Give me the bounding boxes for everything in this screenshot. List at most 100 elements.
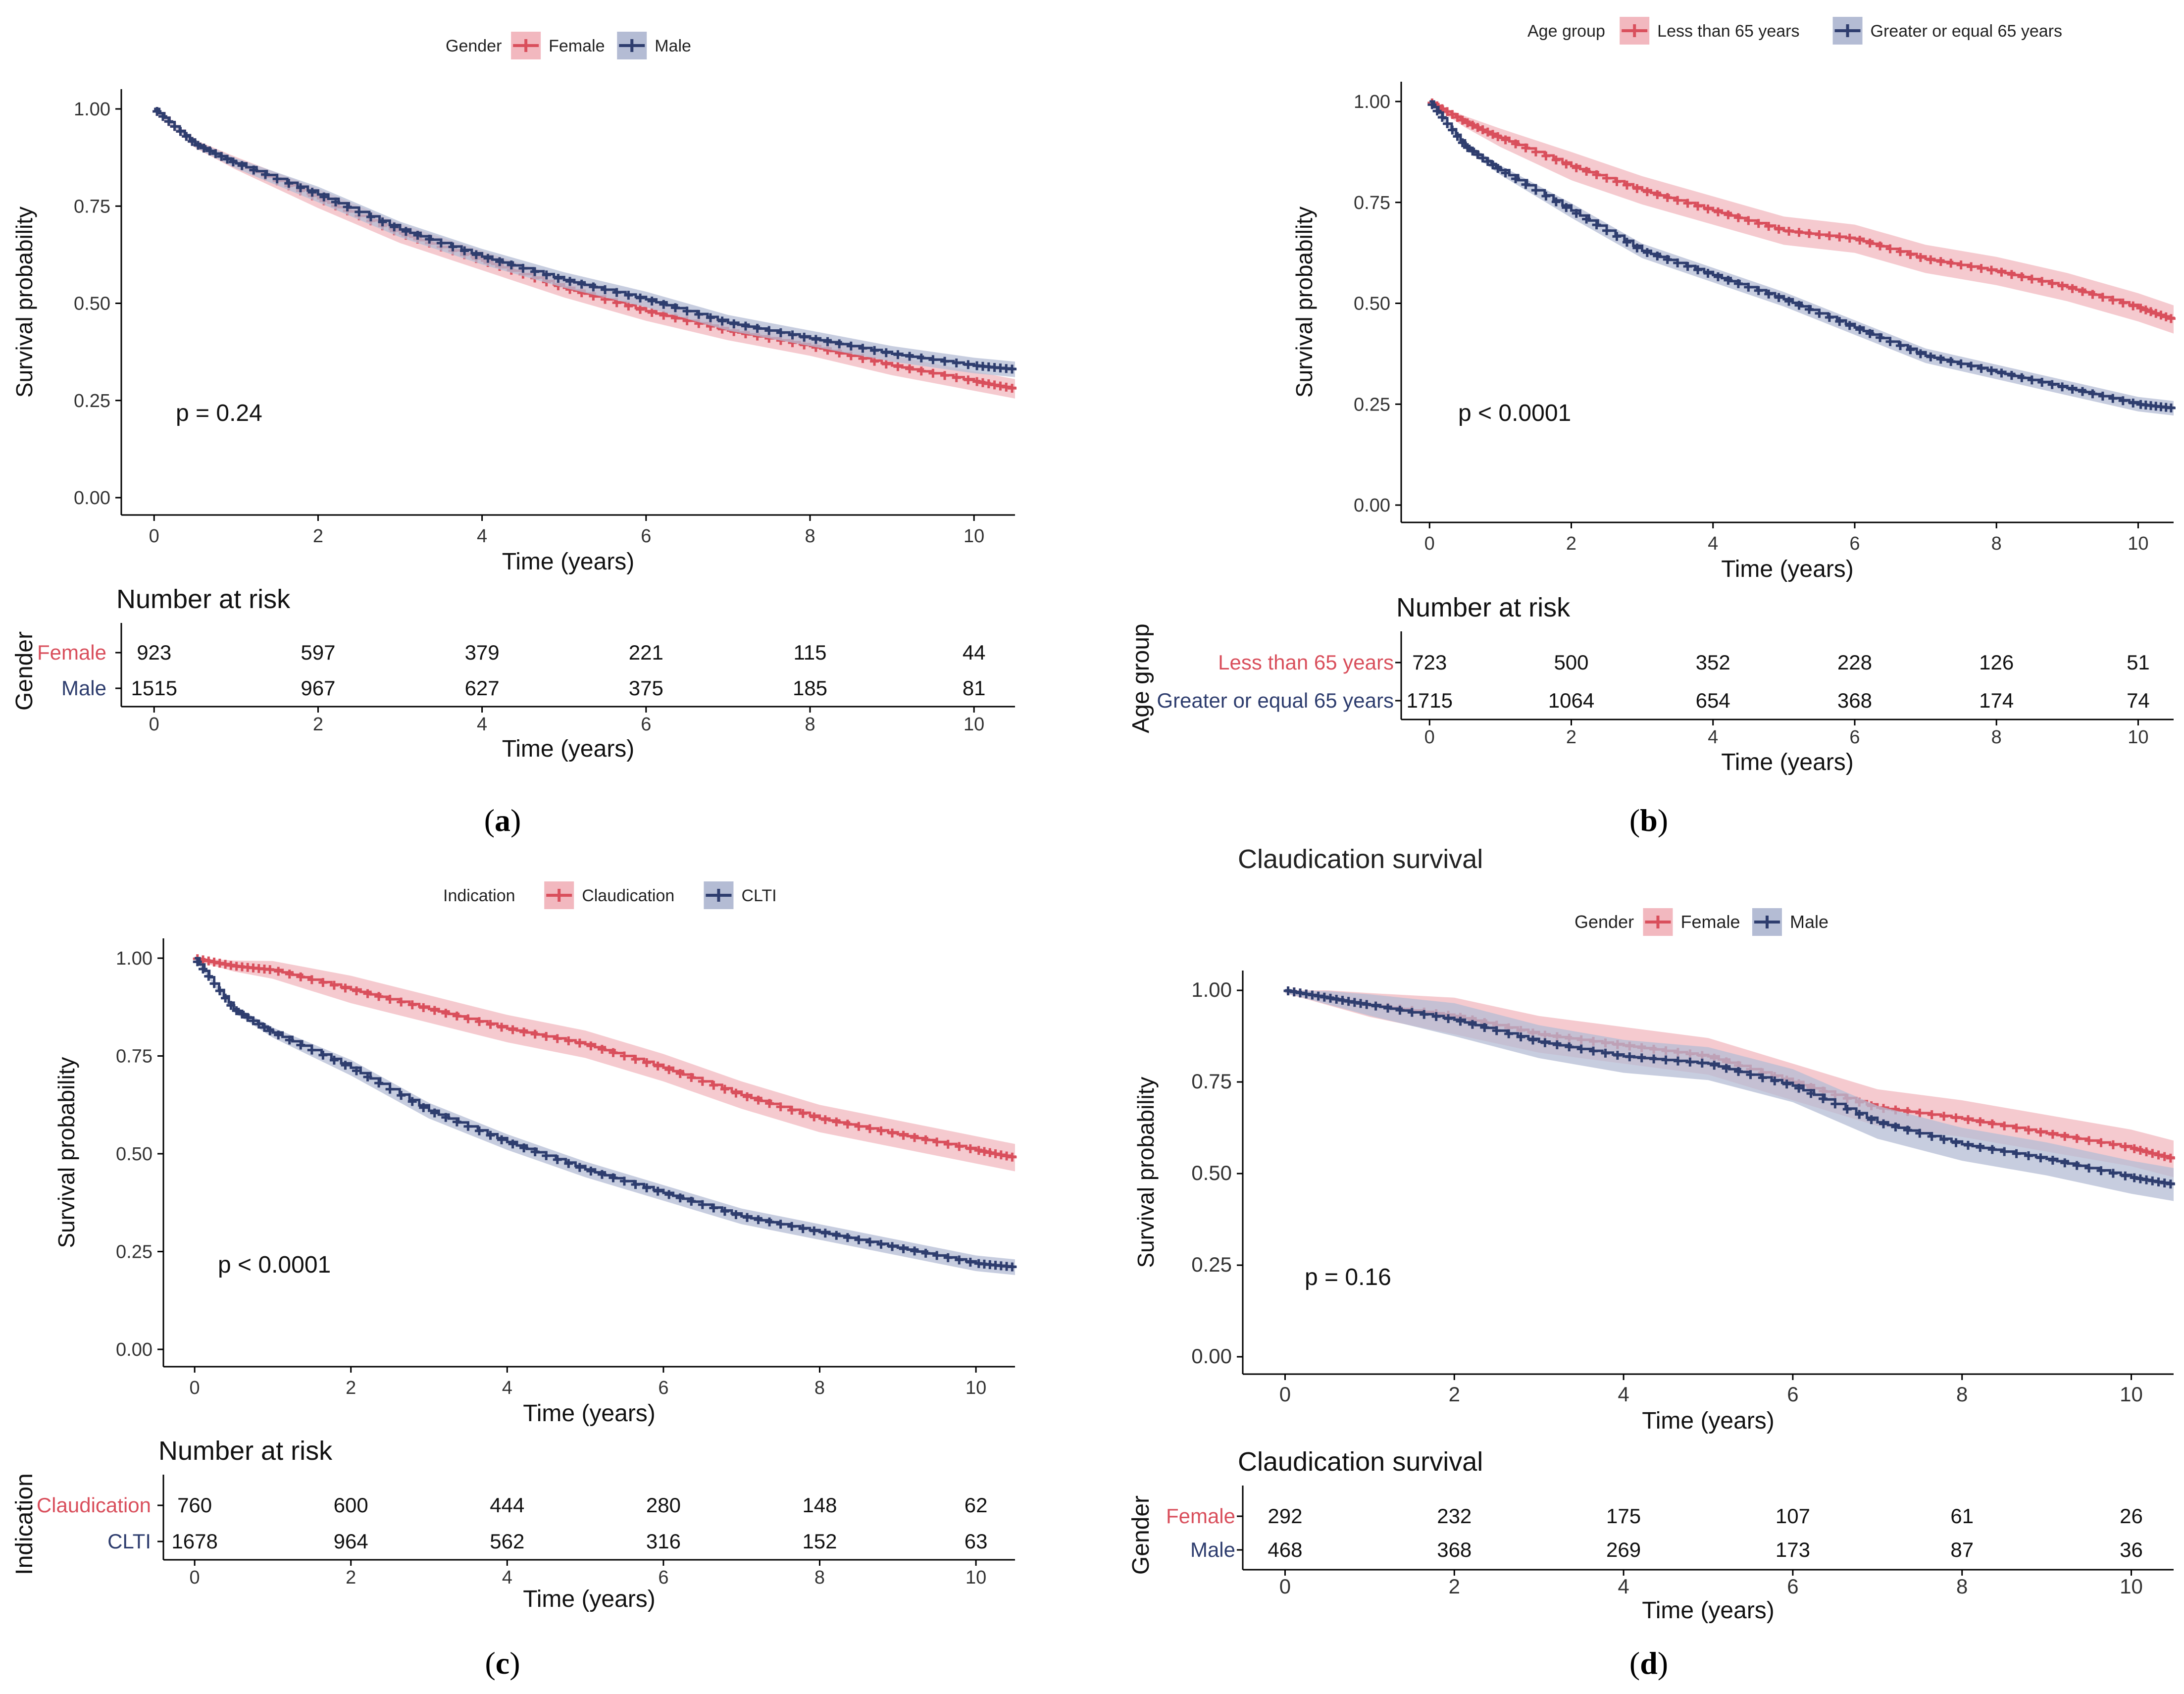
panel-label-close: ) xyxy=(510,803,521,838)
risk-count: 115 xyxy=(794,641,827,664)
risk-count: 1715 xyxy=(1407,689,1453,712)
legend-label-male: Male xyxy=(1790,912,1828,932)
risk-x-tick-label: 0 xyxy=(1279,1575,1291,1598)
risk-x-tick-label: 2 xyxy=(313,714,323,735)
risk-count: 375 xyxy=(629,676,663,700)
main-axes: 0.00 0.25 0.50 0.75 1.00 0 2 4 6 8 10 Time (years) S… xyxy=(11,89,1015,575)
y-tick-label: 0.00 xyxy=(74,488,110,509)
x-tick-label: 6 xyxy=(658,1378,668,1398)
x-tick-label: 4 xyxy=(477,526,487,547)
risk-count: 379 xyxy=(465,641,500,664)
risk-count: 61 xyxy=(1950,1504,1974,1528)
risk-x-tick-label: 10 xyxy=(964,714,984,735)
risk-x-tick-label: 2 xyxy=(1566,727,1576,748)
risk-row-label-greater-or-equal-65-years: Greater or equal 65 years xyxy=(1157,689,1394,712)
panel-label: (d) xyxy=(1629,1645,1668,1681)
risk-count: 26 xyxy=(2120,1504,2143,1528)
risk-row-label-less-than-65-years: Less than 65 years xyxy=(1218,651,1394,674)
risk-row-label-male: Male xyxy=(1190,1538,1235,1561)
risk-x-axis-label: Time (years) xyxy=(502,736,635,762)
risk-x-tick-label: 8 xyxy=(805,714,815,735)
risk-table: Claudication survival Female 292 232 175 107 6… xyxy=(1128,1447,2174,1624)
panel-c: Indication Claudication CLTI0.000.250.500.… xyxy=(11,881,1017,1681)
legend-label-male: Male xyxy=(655,37,691,55)
y-axis-label: Survival probability xyxy=(1291,206,1317,398)
x-tick-label: 6 xyxy=(1849,533,1860,554)
x-tick-label: 10 xyxy=(964,526,984,547)
risk-x-tick-label: 10 xyxy=(2120,1575,2143,1598)
legend-title: Gender xyxy=(1575,912,1634,932)
risk-row-label-claudication: Claudication xyxy=(37,1493,151,1517)
risk-count: 36 xyxy=(2120,1538,2143,1561)
x-tick-label: 4 xyxy=(1618,1383,1629,1406)
risk-count: 352 xyxy=(1696,651,1730,674)
risk-count: 87 xyxy=(1950,1538,1974,1561)
series-clti xyxy=(193,957,1017,1275)
risk-strata-title: Indication xyxy=(11,1473,38,1575)
risk-count: 627 xyxy=(465,676,500,700)
p-value: p = 0.24 xyxy=(176,400,262,426)
risk-count: 760 xyxy=(177,1493,212,1517)
panel-label-open: ( xyxy=(485,1645,495,1681)
x-tick-label: 2 xyxy=(1449,1383,1460,1406)
risk-count: 967 xyxy=(301,676,335,700)
x-tick-label: 10 xyxy=(2128,533,2148,554)
x-axis-label: Time (years) xyxy=(1721,556,1854,582)
y-tick-label: 0.75 xyxy=(116,1046,152,1067)
x-axis-label: Time (years) xyxy=(502,549,635,575)
risk-count: 152 xyxy=(802,1530,837,1553)
x-tick-label: 0 xyxy=(1279,1383,1291,1406)
risk-x-tick-label: 6 xyxy=(1849,727,1860,748)
series-less-than-65-years xyxy=(1427,98,2176,334)
panel-label: (b) xyxy=(1629,803,1668,838)
series-male xyxy=(152,107,1017,377)
y-tick-label: 0.50 xyxy=(1354,294,1390,314)
legend-label-female: Female xyxy=(1680,912,1740,932)
series-male xyxy=(1283,986,2175,1201)
risk-count: 174 xyxy=(1979,689,2014,712)
y-tick-label: 0.75 xyxy=(1354,193,1390,213)
x-tick-label: 4 xyxy=(502,1378,512,1398)
risk-count: 148 xyxy=(802,1493,837,1517)
x-axis-label: Time (years) xyxy=(523,1400,656,1427)
risk-count: 185 xyxy=(793,676,827,700)
risk-x-tick-label: 8 xyxy=(1956,1575,1968,1598)
y-tick-label: 1.00 xyxy=(116,948,152,969)
risk-table: Number at risk Less than 65 years 723 500 35… xyxy=(1128,593,2174,775)
risk-count: 600 xyxy=(334,1493,368,1517)
risk-row-label-female: Female xyxy=(1166,1504,1235,1528)
legend-title: Gender xyxy=(446,37,502,55)
risk-x-tick-label: 8 xyxy=(1991,727,2002,748)
panel-label-letter: c xyxy=(496,1645,509,1681)
risk-count: 964 xyxy=(334,1530,368,1553)
risk-x-tick-label: 8 xyxy=(814,1567,825,1588)
y-tick-label: 0.25 xyxy=(116,1242,152,1263)
survival-curve-clti xyxy=(195,957,1016,1268)
risk-x-tick-label: 2 xyxy=(1449,1575,1460,1598)
risk-x-axis-label: Time (years) xyxy=(1642,1597,1775,1624)
risk-x-tick-label: 2 xyxy=(346,1567,356,1588)
survival-curve-greater-or-equal-65-years xyxy=(1429,100,2175,409)
panel-label: (c) xyxy=(485,1645,520,1681)
x-tick-label: 0 xyxy=(190,1378,200,1398)
panel-label-open: ( xyxy=(1629,803,1640,838)
x-tick-label: 4 xyxy=(1708,533,1718,554)
risk-count: 1678 xyxy=(171,1530,217,1553)
confidence-band-female xyxy=(154,109,1015,399)
y-axis-label: Survival probability xyxy=(53,1057,79,1248)
y-tick-label: 0.00 xyxy=(116,1339,152,1360)
legend: Gender Female Male xyxy=(1575,908,1828,936)
x-tick-label: 2 xyxy=(346,1378,356,1398)
risk-count: 500 xyxy=(1554,651,1588,674)
risk-x-axis-label: Time (years) xyxy=(523,1586,656,1612)
p-value: p = 0.16 xyxy=(1305,1264,1391,1290)
x-tick-label: 6 xyxy=(1787,1383,1798,1406)
risk-x-tick-label: 6 xyxy=(641,714,651,735)
risk-table-title: Number at risk xyxy=(116,584,291,614)
legend-label-claudication: Claudication xyxy=(582,886,674,905)
risk-x-tick-label: 10 xyxy=(965,1567,986,1588)
series-greater-or-equal-65-years xyxy=(1427,100,2176,416)
risk-count: 51 xyxy=(2127,651,2150,674)
risk-count: 74 xyxy=(2127,689,2150,712)
